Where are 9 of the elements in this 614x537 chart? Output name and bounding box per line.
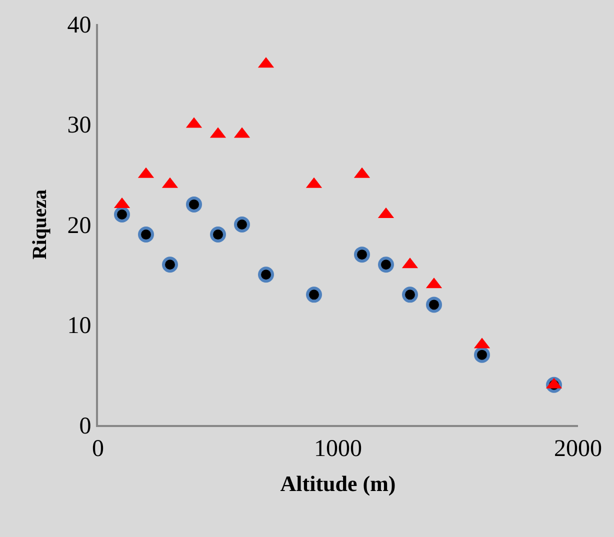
y-tick-label: 20 (67, 212, 92, 239)
x-tick-label: 2000 (554, 436, 602, 462)
x-axis-title: Altitude (m) (280, 471, 396, 496)
y-tick-label: 30 (67, 112, 92, 139)
y-axis-title: Riqueza (29, 190, 52, 260)
y-tick-label: 40 (67, 12, 92, 38)
x-tick-label: 1000 (314, 436, 362, 462)
y-tick-label: 0 (79, 413, 92, 440)
y-tick-label: 10 (67, 313, 92, 340)
